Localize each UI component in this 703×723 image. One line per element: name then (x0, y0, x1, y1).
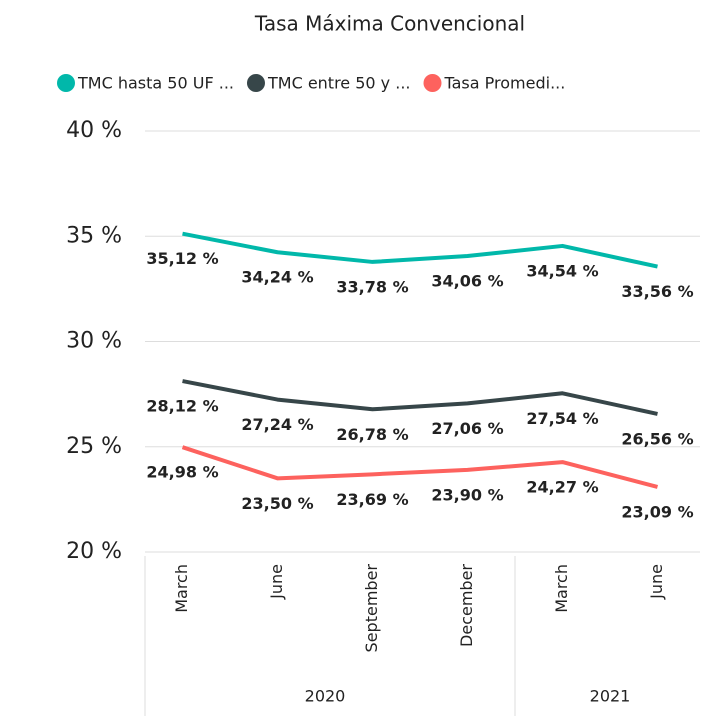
x-tick-label: June (267, 564, 286, 600)
y-tick-label: 20 % (66, 539, 122, 564)
data-label: 26,56 % (621, 429, 693, 448)
y-tick-label: 30 % (66, 329, 122, 354)
data-label: 27,24 % (241, 415, 313, 434)
data-label: 34,24 % (241, 268, 313, 287)
data-label: 23,09 % (621, 502, 693, 521)
x-tick-label: December (457, 564, 476, 647)
line (181, 445, 659, 489)
legend-label: Tasa Promedi... (444, 74, 566, 93)
data-label: 23,69 % (336, 490, 408, 509)
data-label: 24,98 % (146, 463, 218, 482)
data-label: 24,27 % (526, 478, 598, 497)
y-tick-label: 25 % (66, 434, 122, 459)
legend-swatch (246, 74, 265, 92)
legend-swatch (57, 74, 75, 92)
data-label: 27,06 % (431, 419, 503, 438)
x-tick-label: March (552, 564, 571, 613)
chart-title: Tasa Máxima Convencional (254, 12, 525, 36)
x-tick-label: March (172, 564, 191, 613)
x-tick-label: September (362, 564, 381, 653)
x-group-label: 2020 (305, 687, 346, 706)
legend-swatch (423, 74, 442, 92)
line (182, 231, 658, 269)
data-label: 23,90 % (431, 485, 503, 504)
x-group-label: 2021 (590, 687, 631, 706)
data-label: 33,78 % (336, 277, 408, 296)
y-tick-label: 40 % (66, 118, 122, 143)
data-label: 28,12 % (146, 397, 218, 416)
legend-label: TMC hasta 50 UF ... (77, 74, 234, 93)
data-label: 26,78 % (336, 425, 408, 444)
y-tick-label: 35 % (66, 223, 122, 248)
data-label: 33,56 % (621, 282, 693, 301)
legend-label: TMC entre 50 y ... (267, 74, 411, 93)
x-tick-label: June (647, 564, 666, 600)
data-label: 34,06 % (431, 272, 503, 291)
data-label: 27,54 % (526, 409, 598, 428)
data-label: 35,12 % (146, 249, 218, 268)
data-label: 23,50 % (241, 494, 313, 513)
data-label: 34,54 % (526, 261, 598, 280)
line (182, 379, 658, 416)
